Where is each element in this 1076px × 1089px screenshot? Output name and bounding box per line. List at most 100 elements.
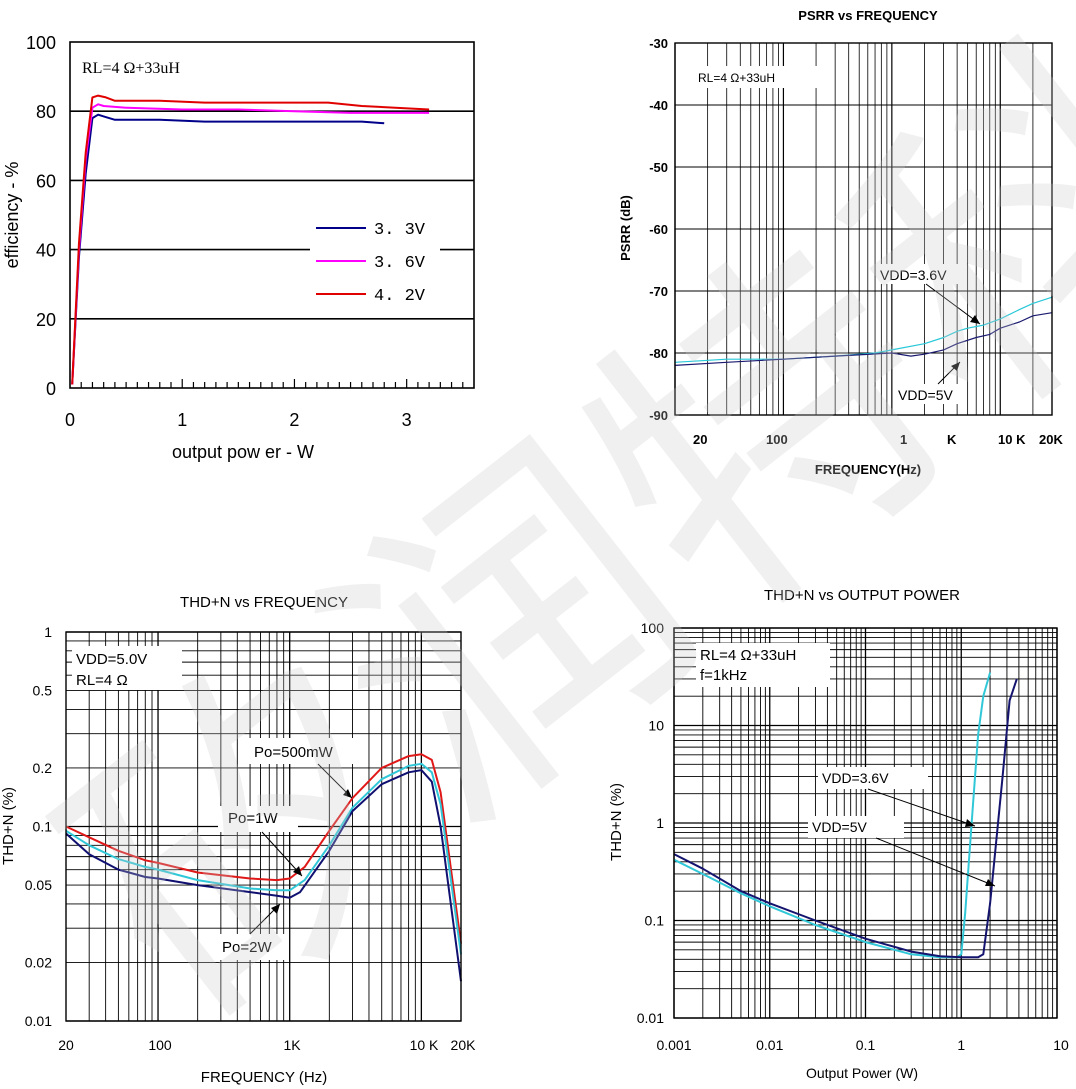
efficiency-series [71,94,430,385]
efficiency-y-tick-label: 80 [36,102,56,122]
thd-frequency-arrow-1w [261,831,303,877]
thd-power-arrow-5v [875,837,996,887]
series-line [65,762,462,955]
efficiency-x-tick-label: 0 [65,410,75,430]
psrr-y-tick-label: -60 [649,222,668,237]
thd-power-label-5v: VDD=5V [812,819,868,835]
psrr-x-tick-label: 10 K [998,432,1026,447]
thd-power-chart: THD+N vs OUTPUT POWER 0.01 0.1 1 10 100 0.00… [608,587,1069,1081]
thd-power-y-tick-label: 0.1 [645,913,665,929]
thd-frequency-x-tick-label: 100 [148,1037,172,1053]
psrr-load-annotation: RL=4 Ω+33uH [698,71,775,85]
thd-power-x-tick-label: 0.001 [656,1037,691,1053]
legend-label: 3. 6V [374,254,426,273]
thd-frequency-y-tick-label: 0.5 [33,683,53,699]
series-line [674,312,1053,366]
psrr-x-axis-label: FREQUENCY(Hz) [815,462,921,477]
thd-power-title: THD+N vs OUTPUT POWER [764,587,960,604]
efficiency-chart: 0 1 2 3 0 20 40 60 80 100 output pow er - W effi… [2,33,475,462]
thd-frequency-label-box [213,934,289,960]
psrr-y-tick-label: -30 [649,36,668,51]
watermark-text: 矽润特科技 source IC [7,0,1076,1087]
psrr-arrow-3v6 [925,283,981,325]
thd-frequency-label-2w: Po=2W [222,939,272,956]
thd-frequency-label-box [242,738,358,764]
psrr-arrowhead-3v6 [970,315,980,324]
psrr-y-axis-label: PSRR (dB) [618,195,633,261]
psrr-label-box [894,384,964,404]
efficiency-load-annotation: RL=4 Ω+33uH [82,60,180,77]
psrr-x-tick-label: 20K [1039,432,1063,447]
thd-frequency-y-tick-label: 1 [44,624,52,640]
thd-frequency-y-axis-label: THD+N (%) [0,787,17,865]
thd-frequency-label-1w: Po=1W [228,810,278,827]
efficiency-y-axis-label: efficiency - % [2,162,22,269]
thd-power-series [673,672,1018,959]
psrr-y-tick-label: -50 [649,160,668,175]
thd-power-y-tick-label: 0.01 [637,1010,664,1026]
thd-power-y-tick-labels: 0.01 0.1 1 10 100 [637,620,664,1026]
thd-power-arrow-3v6 [867,788,976,827]
psrr-x-tick-label: 1 [900,432,907,447]
series-line [71,94,430,385]
thd-power-annotation-box [696,643,830,687]
thd-power-label-box [808,816,904,838]
efficiency-x-tick-label: 2 [289,410,299,430]
psrr-plot-frame [674,42,1053,416]
thd-frequency-label-500mw: Po=500mW [254,744,334,761]
efficiency-y-tick-label: 60 [36,171,56,191]
thd-frequency-annotation-box [72,646,182,690]
thd-frequency-arrowhead-2w [271,904,280,914]
thd-frequency-y-tick-label: 0.2 [33,760,53,776]
thd-frequency-arrowhead-1w [293,866,302,876]
efficiency-y-tick-label: 20 [36,310,56,330]
psrr-series [674,296,1053,366]
thd-frequency-x-tick-label: 20 [58,1037,74,1053]
psrr-x-tick-label: 20 [693,432,707,447]
efficiency-x-tick-labels: 0 1 2 3 [65,410,412,430]
thd-frequency-plot-frame [65,631,462,1022]
psrr-y-tick-labels: -90 -80 -70 -60 -50 -40 -30 [649,36,668,423]
thd-power-plot-frame [673,627,1058,1019]
psrr-label-vdd-3v6: VDD=3.6V [880,267,947,283]
psrr-chart: PSRR vs FREQUENCY -90-80-70-60-50-40-30 … [618,8,1063,477]
efficiency-y-tick-label: 40 [36,241,56,261]
thd-power-x-tick-label: 10 [1053,1037,1069,1053]
thd-power-x-tick-label: 1 [957,1037,965,1053]
thd-power-y-tick-label: 10 [648,718,664,734]
psrr-x-tick-label: 100 [766,432,788,447]
psrr-y-tick-label: -80 [649,346,668,361]
legend-label: 4. 2V [374,287,426,306]
psrr-x-tick-labels: 20 100 1 K 10 K 20K [693,432,1063,447]
thd-frequency-y-tick-label: 0.05 [25,877,52,893]
thd-frequency-y-tick-label: 0.01 [25,1013,52,1029]
thd-frequency-title: THD+N vs FREQUENCY [180,594,348,611]
efficiency-y-tick-label: 100 [26,33,56,53]
psrr-label-vdd-5v: VDD=5V [898,387,954,403]
efficiency-y-tick-label: 0 [46,379,56,399]
psrr-title: PSRR vs FREQUENCY [798,8,938,23]
efficiency-x-axis-label: output pow er - W [172,442,314,462]
thd-power-label-box [818,767,928,789]
efficiency-plot-frame [69,41,475,389]
thd-frequency-y-tick-label: 0.02 [25,954,52,970]
psrr-y-tick-label: -90 [649,408,668,423]
thd-power-load-annotation: RL=4 Ω+33uH [700,647,796,664]
thd-frequency-x-tick-label: 10 K [410,1037,439,1053]
thd-power-freq-annotation: f=1kHz [700,667,747,684]
thd-frequency-load-annotation: RL=4 Ω [76,672,128,689]
efficiency-grid [70,110,474,388]
thd-frequency-label-box [218,806,298,832]
thd-power-label-3v6: VDD=3.6V [822,770,889,786]
psrr-y-tick-label: -70 [649,284,668,299]
psrr-x-tick-label: K [947,432,957,447]
thd-power-y-axis-label: THD+N (%) [608,783,625,861]
thd-frequency-y-tick-labels: 0.01 0.02 0.05 0.1 0.2 0.5 1 [25,624,52,1029]
thd-power-y-tick-label: 100 [641,620,665,636]
efficiency-x-tick-label: 1 [177,410,187,430]
thd-frequency-arrowhead-500mw [343,789,352,798]
thd-power-x-tick-label: 0.1 [856,1037,876,1053]
series-line [71,113,385,385]
thd-power-x-tick-label: 0.01 [756,1037,783,1053]
